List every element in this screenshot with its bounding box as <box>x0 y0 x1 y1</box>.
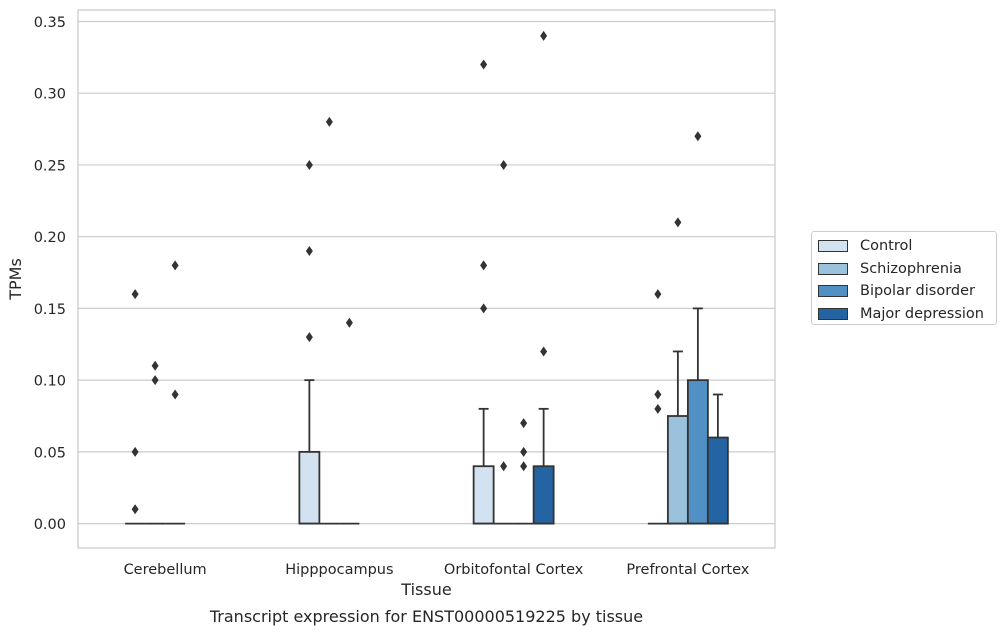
box-body <box>472 465 495 525</box>
outlier-point <box>520 418 528 429</box>
y-tick-label: 0.10 <box>34 374 66 390</box>
x-tick-label: Prefrontal Cortex <box>626 562 749 578</box>
outlier-point <box>654 389 662 400</box>
y-tick-label: 0.00 <box>34 517 66 533</box>
box-body <box>706 436 729 525</box>
outlier-points <box>131 30 702 515</box>
box-body <box>532 465 555 525</box>
outlier-point <box>540 30 548 41</box>
y-tick-label: 0.15 <box>34 302 66 318</box>
box-major-depression <box>706 393 729 525</box>
outlier-point <box>305 332 313 343</box>
outlier-point <box>171 260 179 271</box>
outlier-point <box>540 346 548 357</box>
box-major-depression <box>532 407 555 525</box>
x-axis-ticks: Cerebellum Hipppocampus Orbitofontal Corte… <box>124 562 750 578</box>
outlier-point <box>480 303 488 314</box>
outlier-point <box>500 159 508 170</box>
legend-label: Bipolar disorder <box>860 283 975 300</box>
legend-item-control: Control <box>818 235 996 258</box>
legend-swatch-major-depression <box>818 307 848 320</box>
legend-swatch-schizophrenia <box>818 262 848 275</box>
outlier-point <box>151 375 159 386</box>
legend-label: Major depression <box>860 305 984 322</box>
box-bipolar-disorder <box>686 307 709 525</box>
outlier-point <box>500 461 508 472</box>
x-tick-label: Hipppocampus <box>285 562 393 578</box>
legend-swatch-bipolar-disorder <box>818 285 848 298</box>
boxes <box>125 307 729 525</box>
box-body <box>666 415 689 525</box>
outlier-point <box>325 116 333 127</box>
outlier-point <box>305 159 313 170</box>
box-control <box>472 407 495 525</box>
outlier-point <box>654 289 662 300</box>
outlier-point <box>520 446 528 457</box>
outlier-point <box>480 59 488 70</box>
outlier-point <box>131 504 139 515</box>
outlier-point <box>151 360 159 371</box>
y-tick-label: 0.20 <box>34 230 66 246</box>
outlier-point <box>694 131 702 142</box>
y-tick-label: 0.05 <box>34 445 66 461</box>
outlier-point <box>480 260 488 271</box>
y-axis-label: TPMs <box>6 258 25 301</box>
legend-label: Control <box>860 238 913 255</box>
legend: Control Schizophrenia Bipolar disorder M… <box>811 231 997 325</box>
y-axis-ticks: 0.00 0.05 0.10 0.15 0.20 0.25 0.30 0.35 <box>34 15 66 533</box>
outlier-point <box>131 289 139 300</box>
y-tick-label: 0.25 <box>34 158 66 174</box>
x-axis-label: Tissue <box>400 580 451 599</box>
y-tick-label: 0.30 <box>34 87 66 103</box>
box-schizophrenia <box>666 350 689 525</box>
plot-frame <box>77 9 776 549</box>
legend-item-major-depression: Major depression <box>818 303 996 326</box>
outlier-point <box>654 403 662 414</box>
outlier-point <box>345 317 353 328</box>
x-tick-label: Orbitofontal Cortex <box>444 562 584 578</box>
y-gridlines <box>78 20 775 525</box>
legend-item-bipolar-disorder: Bipolar disorder <box>818 280 996 303</box>
chart-title: Transcript expression for ENST0000051922… <box>209 607 643 626</box>
x-tick-label: Cerebellum <box>124 562 207 578</box>
legend-label: Schizophrenia <box>860 260 962 277</box>
outlier-point <box>305 246 313 257</box>
outlier-point <box>131 446 139 457</box>
box-control <box>298 379 321 525</box>
box-body <box>298 450 321 525</box>
y-tick-label: 0.35 <box>34 15 66 31</box>
legend-swatch-control <box>818 240 848 253</box>
legend-item-schizophrenia: Schizophrenia <box>818 258 996 281</box>
outlier-point <box>520 461 528 472</box>
outlier-point <box>674 217 682 228</box>
box-body <box>686 379 709 525</box>
outlier-point <box>171 389 179 400</box>
